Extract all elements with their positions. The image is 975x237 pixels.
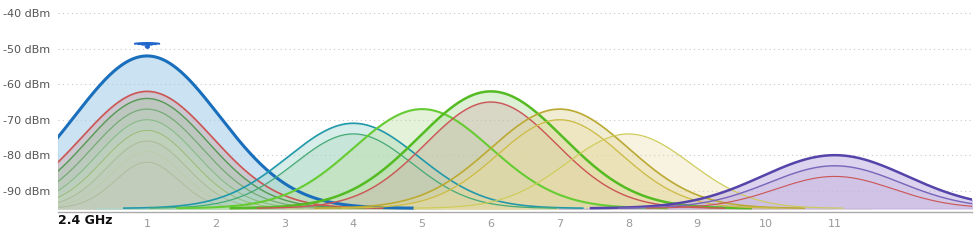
Text: ○: ○ <box>144 42 150 48</box>
Text: 2.4 GHz: 2.4 GHz <box>58 214 112 227</box>
